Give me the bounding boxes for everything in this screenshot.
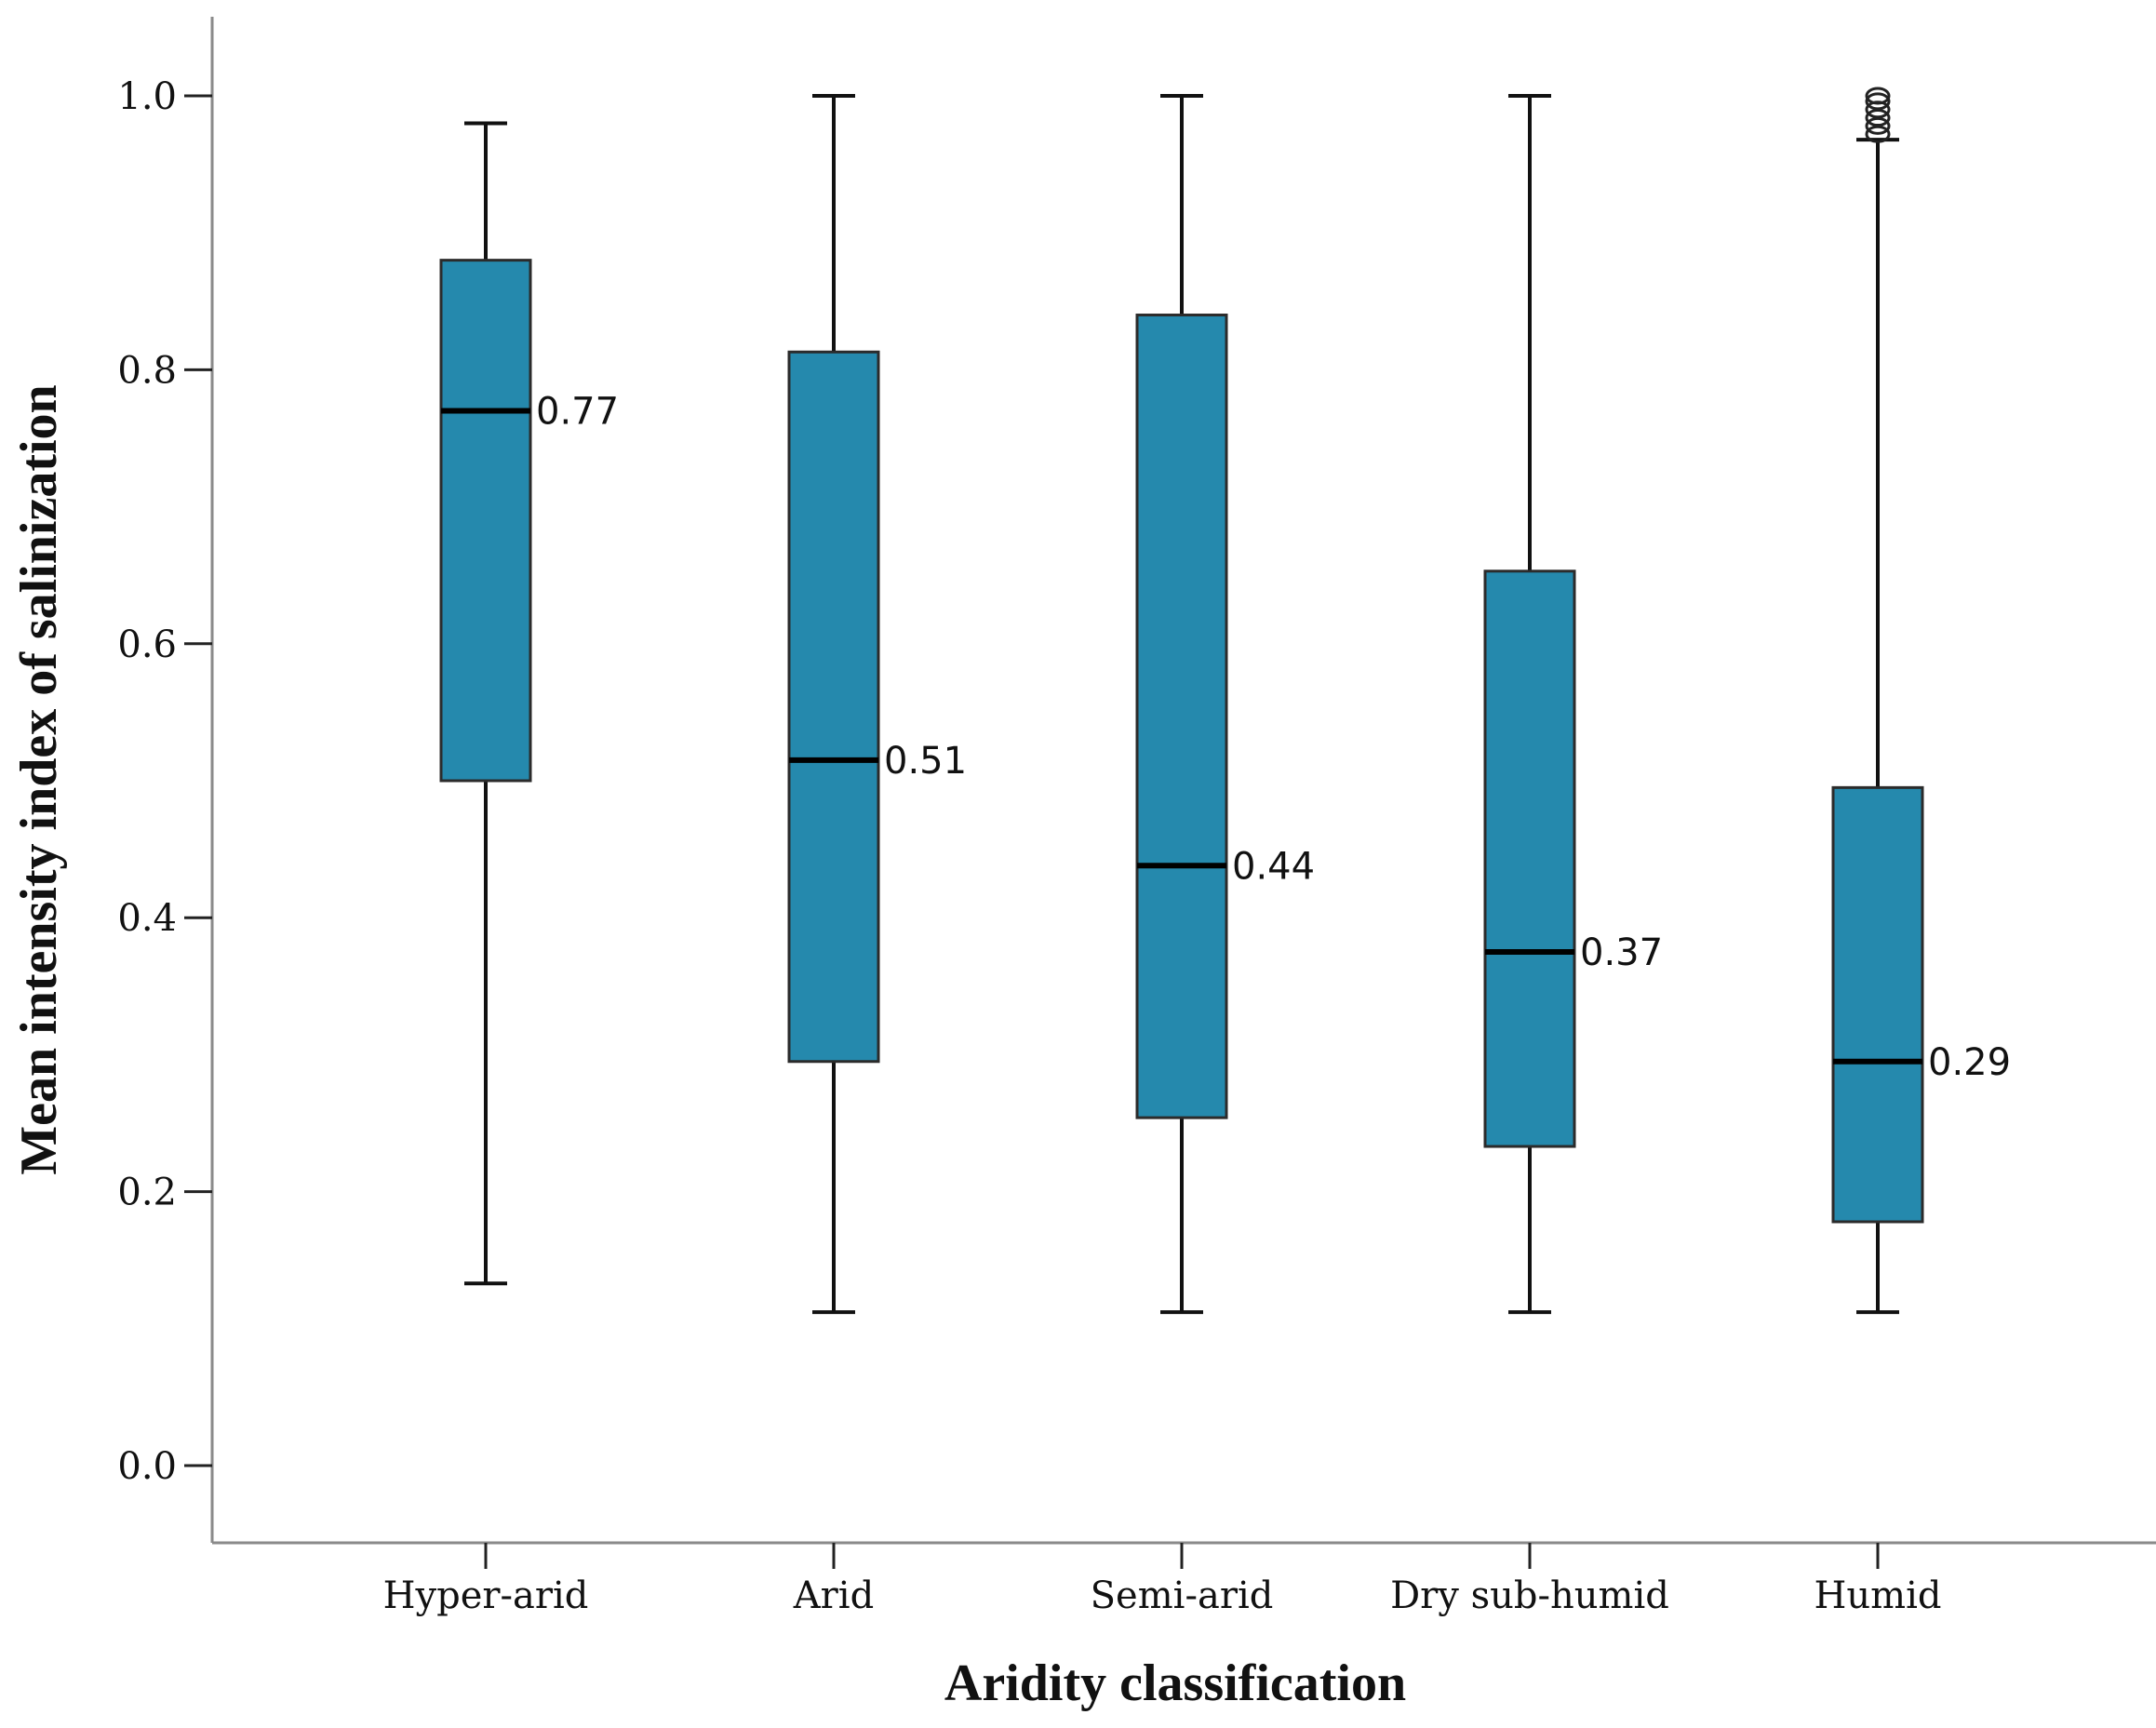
y-tick-label: 0.8: [117, 349, 177, 392]
boxes: 0.77 0.51 0.44 0.37 0.29: [439, 87, 2011, 1315]
median-value-label: 0.51: [884, 740, 967, 783]
box-hyper-arid: 0.77: [439, 121, 619, 1286]
outlier-point: [1865, 92, 1891, 111]
outlier-point: [1865, 87, 1891, 105]
box-humid: 0.29: [1831, 87, 2011, 1315]
x-tick-label: Dry sub-humid: [1390, 1574, 1669, 1617]
y-tick-label: 0.2: [117, 1172, 177, 1214]
x-tick-label: Humid: [1815, 1574, 1942, 1617]
x-tick-label: Arid: [793, 1574, 874, 1617]
iqr-box: [1135, 314, 1228, 1119]
axes: [210, 17, 2156, 1545]
box-dry-sub-humid: 0.37: [1483, 94, 1663, 1315]
iqr-box: [1831, 785, 1924, 1224]
y-tick-label: 0.0: [117, 1445, 177, 1488]
outlier-point: [1865, 116, 1891, 135]
y-tick-label: 0.4: [117, 897, 177, 940]
x-tick-label: Hyper-arid: [383, 1574, 589, 1617]
box-semi-arid: 0.44: [1135, 94, 1315, 1315]
median-value-label: 0.37: [1580, 931, 1663, 974]
y-tick-label: 1.0: [117, 75, 177, 118]
outlier-point: [1865, 109, 1891, 127]
y-ticks: 0.0 0.2 0.4 0.6 0.8 1.0: [117, 75, 212, 1488]
iqr-box: [787, 350, 880, 1064]
outlier-point: [1865, 125, 1891, 143]
x-tick-labels: Hyper-arid Arid Semi-arid Dry sub-humid Humi…: [383, 1543, 1942, 1617]
median-value-label: 0.77: [536, 391, 619, 434]
y-axis-title: Mean intensity index of salinization: [10, 384, 68, 1174]
x-tick-label: Semi-arid: [1091, 1574, 1274, 1617]
box-arid: 0.51: [787, 94, 967, 1315]
x-axis-title: Aridity classification: [944, 1654, 1406, 1712]
iqr-box: [1483, 569, 1576, 1148]
y-tick-label: 0.6: [117, 623, 177, 666]
median-value-label: 0.44: [1232, 845, 1315, 888]
iqr-box: [439, 259, 532, 783]
median-value-label: 0.29: [1928, 1041, 2011, 1084]
